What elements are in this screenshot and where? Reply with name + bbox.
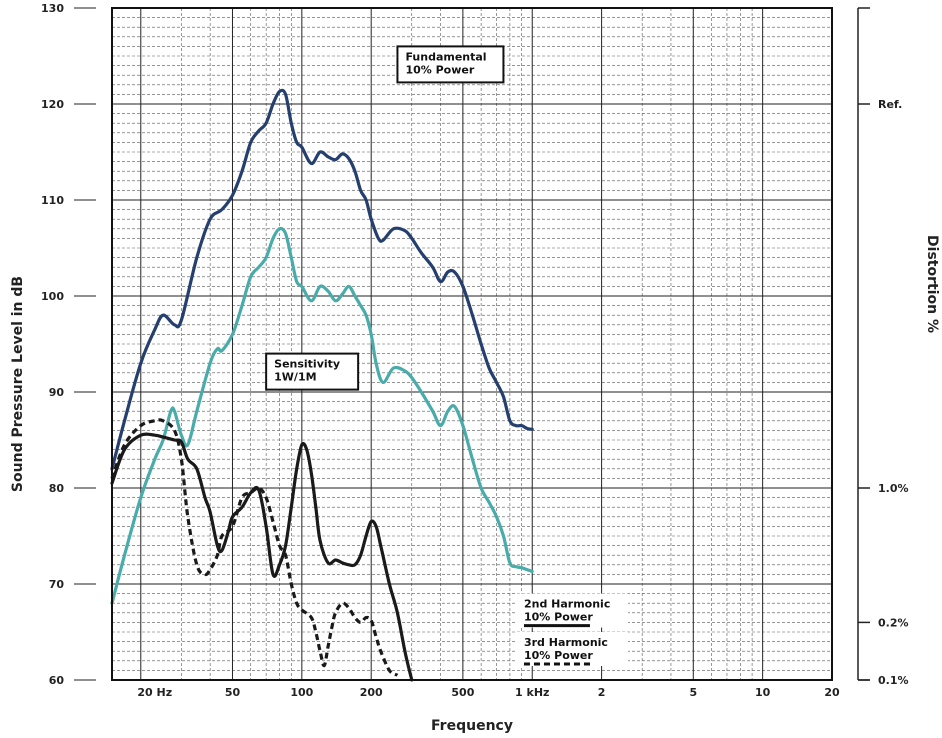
distortion-tick-label: 0.1%: [878, 674, 909, 687]
series-layer: [110, 88, 534, 682]
distortion-tick-label: 1.0%: [878, 482, 909, 495]
x-axis-title: Frequency: [431, 718, 513, 734]
x-tick-label: 5: [689, 686, 697, 699]
y-tick-labels: 60 70 80 90 100 110 120 130: [41, 2, 96, 687]
x-tick-label: 20: [824, 686, 840, 699]
label-box: [515, 632, 628, 666]
series-3rd-harmonic-line: [110, 418, 399, 677]
y-tick-label: 90: [49, 386, 65, 399]
y-tick-label: 130: [41, 2, 64, 15]
minor-vertical-gridlines: [181, 8, 753, 680]
y-tick-label: 60: [49, 674, 65, 687]
x-tick-label: 50: [225, 686, 241, 699]
x-tick-label: 500: [451, 686, 474, 699]
series-fundamental-line: [110, 88, 534, 471]
label-box: [515, 593, 628, 628]
distortion-tick-label: Ref.: [878, 98, 902, 111]
label-line: 2nd Harmonic: [524, 598, 610, 611]
label-line: 10% Power: [405, 63, 474, 76]
x-tick-label: 2: [598, 686, 606, 699]
series-sensitivity-line: [110, 226, 534, 605]
label-line: Fundamental: [405, 50, 486, 63]
label-line: 3rd Harmonic: [524, 636, 608, 649]
distortion-axis-title: Distortion %: [924, 235, 940, 333]
y-tick-label: 70: [49, 578, 65, 591]
distortion-axis: [857, 7, 870, 681]
series-2nd-harmonic-line: [110, 432, 414, 682]
label-line: 10% Power: [524, 649, 593, 662]
y-axis-title: Sound Pressure Level in dB: [10, 276, 26, 492]
distortion-tick-labels: Ref. 1.0% 0.2% 0.1%: [858, 98, 909, 687]
x-tick-label: 10: [755, 686, 771, 699]
y-tick-label: 120: [41, 98, 64, 111]
x-tick-labels: 20 Hz 50 100 200 500 1 kHz 2 5 10 20: [137, 686, 840, 699]
x-tick-label: 1 kHz: [515, 686, 549, 699]
minor-horizontal-gridlines: [112, 17, 832, 671]
label-box: [265, 352, 360, 391]
label-line: Sensitivity: [274, 358, 340, 371]
x-tick-label: 200: [360, 686, 383, 699]
label-line: 1W/1M: [274, 371, 316, 384]
x-tick-label: 100: [290, 686, 313, 699]
distortion-tick-label: 0.2%: [878, 616, 909, 629]
label-line: 10% Power: [524, 611, 593, 624]
x-tick-label: 20 Hz: [137, 686, 172, 699]
plot-frame: [111, 7, 833, 681]
y-tick-label: 110: [41, 194, 64, 207]
y-tick-label: 80: [49, 482, 65, 495]
y-tick-label: 100: [41, 290, 64, 303]
label-box: [396, 45, 505, 84]
